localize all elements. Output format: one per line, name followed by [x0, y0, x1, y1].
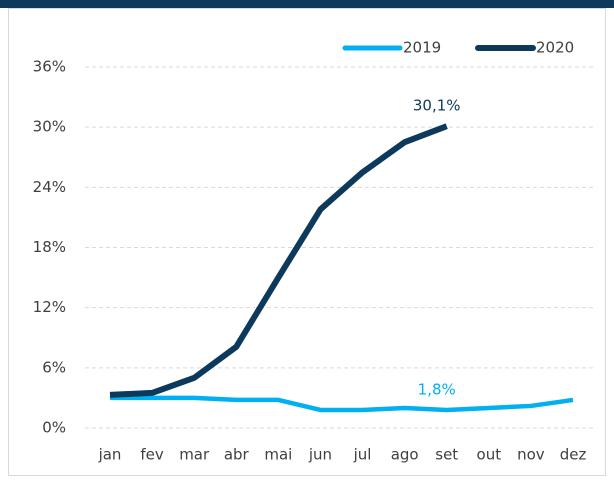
y-tick-label: 24% — [33, 178, 66, 196]
x-tick-label: ago — [391, 446, 419, 464]
y-tick-label: 12% — [33, 298, 66, 316]
legend-label: 2019 — [403, 39, 441, 57]
data-label: 30,1% — [413, 97, 461, 115]
data-label: 1,8% — [418, 380, 456, 398]
y-tick-label: 6% — [42, 358, 66, 376]
x-tick-label: nov — [517, 446, 545, 464]
series-line — [110, 395, 574, 413]
y-tick-label: 36% — [33, 58, 66, 76]
x-tick-label: fev — [140, 446, 164, 464]
y-tick-label: 0% — [42, 419, 66, 437]
legend-label: 2020 — [536, 39, 574, 57]
x-tick-label: set — [435, 446, 458, 464]
x-tick-label: mar — [179, 446, 210, 464]
series-line — [109, 123, 448, 398]
x-tick-label: dez — [560, 446, 587, 464]
y-tick-label: 18% — [33, 238, 66, 256]
x-tick-label: jul — [353, 446, 372, 464]
y-tick-label: 30% — [33, 118, 66, 136]
x-tick-label: mai — [264, 446, 292, 464]
chart-frame — [8, 8, 606, 476]
header-bar — [0, 0, 614, 8]
x-tick-label: jan — [98, 446, 122, 464]
x-tick-label: abr — [224, 446, 250, 464]
x-tick-label: out — [477, 446, 502, 464]
x-tick-label: jun — [308, 446, 332, 464]
